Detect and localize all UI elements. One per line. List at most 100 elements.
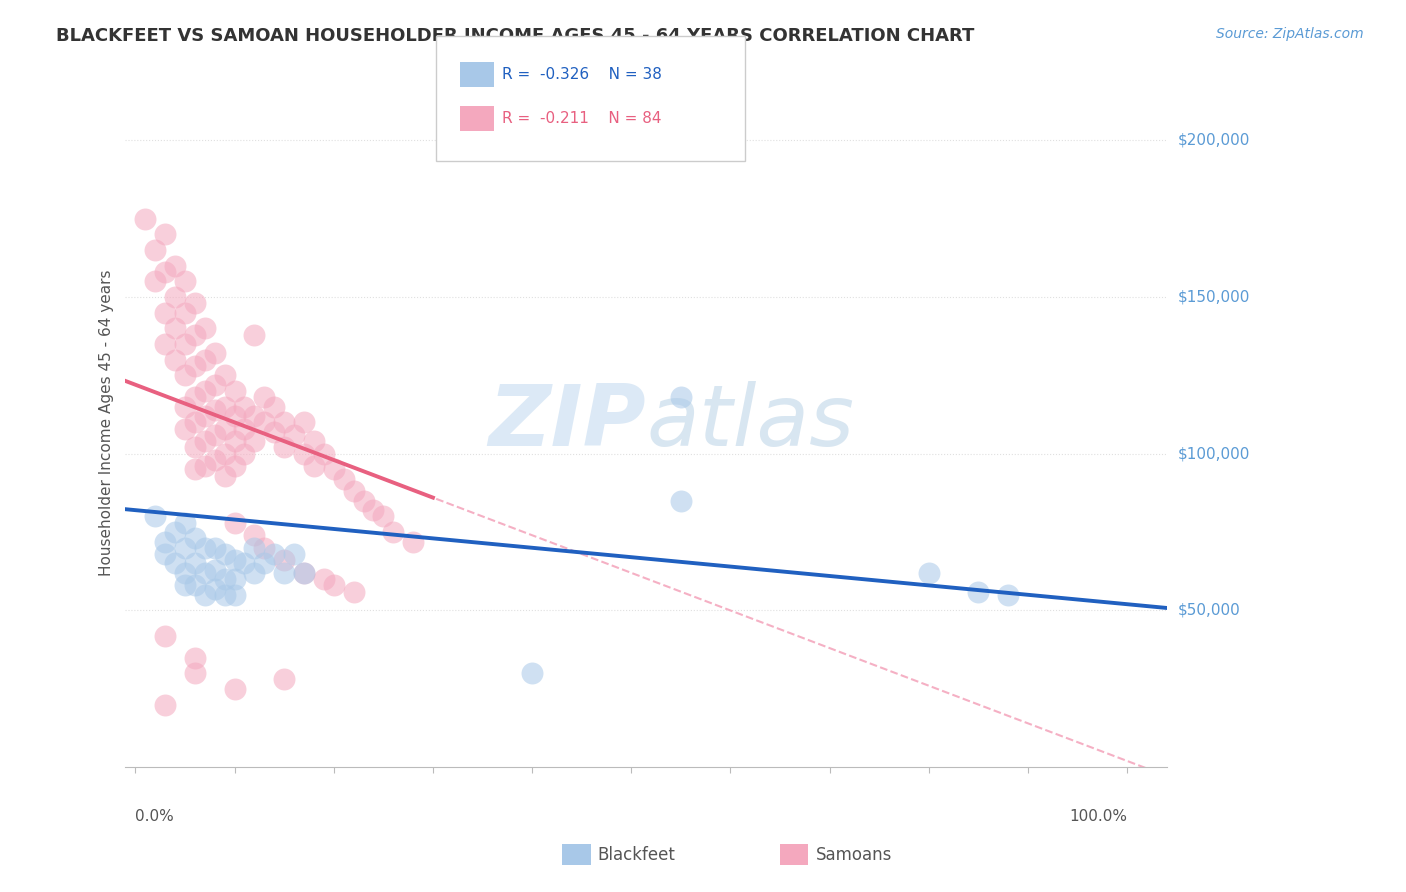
Point (363, 503, 385, 517)
Point (918, 566, 941, 580)
Point (174, 578, 197, 592)
Point (165, 525, 187, 540)
Text: $200,000: $200,000 (1178, 133, 1250, 148)
Point (253, 541, 276, 555)
Point (214, 447, 236, 461)
Point (253, 390, 276, 404)
Point (184, 296, 207, 310)
Point (224, 681, 246, 696)
Point (184, 390, 207, 404)
Point (332, 472, 354, 486)
Point (322, 462, 344, 476)
Point (204, 402, 226, 417)
Point (174, 541, 197, 555)
Point (184, 359, 207, 373)
Point (312, 572, 335, 586)
Point (194, 409, 217, 423)
Point (165, 259, 187, 273)
Point (153, 547, 176, 561)
Point (292, 415, 315, 429)
Point (402, 534, 425, 549)
Point (273, 415, 295, 429)
Point (184, 557, 207, 571)
Point (224, 553, 246, 567)
Point (153, 337, 176, 351)
Point (342, 484, 364, 499)
Point (283, 428, 305, 442)
Point (273, 441, 295, 455)
Point (243, 327, 266, 342)
Point (292, 447, 315, 461)
Text: 0.0%: 0.0% (135, 809, 174, 823)
Point (194, 321, 217, 335)
Point (194, 384, 217, 398)
Point (204, 541, 226, 555)
Point (382, 525, 405, 540)
Point (134, 211, 156, 226)
Point (263, 547, 285, 561)
Point (214, 400, 236, 414)
Point (165, 352, 187, 367)
Point (224, 409, 246, 423)
Text: BLACKFEET VS SAMOAN HOUSEHOLDER INCOME AGES 45 - 64 YEARS CORRELATION CHART: BLACKFEET VS SAMOAN HOUSEHOLDER INCOME A… (56, 27, 974, 45)
Point (165, 290, 187, 304)
Point (143, 509, 166, 524)
Point (153, 629, 176, 643)
Point (253, 557, 276, 571)
Point (153, 305, 176, 319)
Point (184, 441, 207, 455)
Point (184, 532, 207, 546)
Point (153, 534, 176, 549)
Point (204, 582, 226, 596)
Text: $150,000: $150,000 (1178, 289, 1250, 304)
Point (204, 377, 226, 392)
Point (520, 666, 543, 681)
Point (373, 509, 395, 524)
Text: Samoans: Samoans (815, 846, 891, 863)
Point (214, 547, 236, 561)
Point (669, 390, 692, 404)
Point (273, 566, 295, 580)
Point (214, 468, 236, 483)
Point (224, 572, 246, 586)
Text: atlas: atlas (647, 381, 855, 464)
Point (174, 400, 197, 414)
Point (273, 673, 295, 687)
Point (184, 327, 207, 342)
Point (292, 566, 315, 580)
Point (153, 698, 176, 712)
Point (194, 541, 217, 555)
Point (184, 415, 207, 429)
Point (253, 415, 276, 429)
Text: $50,000: $50,000 (1178, 603, 1240, 618)
Point (165, 557, 187, 571)
Point (967, 584, 990, 599)
Point (143, 243, 166, 257)
Y-axis label: Householder Income Ages 45 - 64 years: Householder Income Ages 45 - 64 years (100, 269, 114, 575)
Point (184, 578, 207, 592)
Point (174, 516, 197, 530)
Text: R =  -0.326    N = 38: R = -0.326 N = 38 (502, 67, 662, 81)
Point (194, 352, 217, 367)
Text: Blackfeet: Blackfeet (598, 846, 675, 863)
Point (243, 566, 266, 580)
Point (174, 368, 197, 383)
Point (243, 528, 266, 542)
Point (243, 541, 266, 555)
Point (233, 422, 256, 436)
Point (342, 584, 364, 599)
Text: ZIP: ZIP (488, 381, 647, 464)
Point (153, 265, 176, 279)
Point (153, 227, 176, 242)
Point (165, 321, 187, 335)
Point (174, 422, 197, 436)
Point (224, 516, 246, 530)
Point (204, 453, 226, 467)
Point (204, 428, 226, 442)
Point (224, 434, 246, 449)
Point (233, 400, 256, 414)
Point (263, 425, 285, 439)
Point (214, 422, 236, 436)
Text: R =  -0.211    N = 84: R = -0.211 N = 84 (502, 112, 661, 126)
Point (174, 274, 197, 288)
